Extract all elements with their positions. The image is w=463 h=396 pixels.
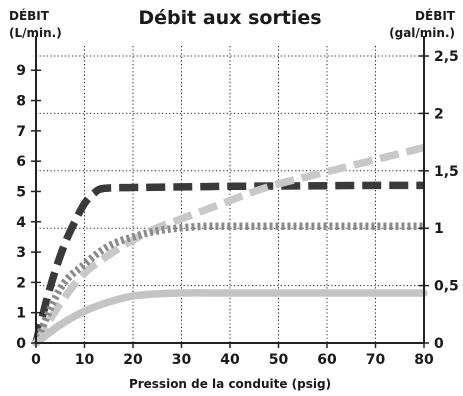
x-tick-label: 10 bbox=[75, 352, 95, 368]
y-right-tick-label: 0,5 bbox=[434, 279, 459, 295]
y-left-axis-unit: (L/min.) bbox=[9, 26, 62, 40]
x-tick-label: 70 bbox=[366, 352, 386, 368]
y-left-tick-label: 3 bbox=[16, 245, 26, 261]
y-right-tick-label: 1 bbox=[434, 221, 444, 237]
y-right-tick-label: 2,5 bbox=[434, 49, 459, 65]
y-left-tick-label: 8 bbox=[16, 94, 26, 110]
y-right-tick-label: 1,5 bbox=[434, 164, 459, 180]
x-tick-label: 30 bbox=[172, 352, 192, 368]
y-right-axis-label: DÉBIT bbox=[415, 8, 456, 23]
series-group bbox=[32, 143, 428, 347]
y-left-tick-label: 4 bbox=[16, 215, 26, 231]
y-left-tick-label: 5 bbox=[16, 184, 26, 200]
x-tick-label: 60 bbox=[317, 352, 337, 368]
y-right-tick-label: 2 bbox=[434, 106, 444, 122]
y-left-tick-label: 1 bbox=[16, 306, 26, 322]
x-tick-label: 40 bbox=[220, 352, 240, 368]
y-right-axis-unit: (gal/min.) bbox=[389, 26, 455, 40]
y-left-axis-label: DÉBIT bbox=[9, 8, 50, 23]
axes bbox=[31, 36, 429, 348]
x-tick-label: 20 bbox=[123, 352, 143, 368]
x-tick-label: 0 bbox=[31, 352, 41, 368]
series-line-4 bbox=[32, 289, 428, 347]
y-left-tick-label: 2 bbox=[16, 275, 26, 291]
y-left-tick-label: 6 bbox=[16, 154, 26, 170]
series-line-3 bbox=[32, 222, 424, 345]
x-axis-label: Pression de la conduite (psig) bbox=[129, 377, 331, 391]
series-line-1 bbox=[32, 181, 424, 344]
x-tick-label: 50 bbox=[269, 352, 289, 368]
series-line-2 bbox=[32, 143, 425, 345]
x-tick-label: 80 bbox=[414, 352, 434, 368]
y-left-tick-label: 7 bbox=[16, 124, 26, 140]
y-left-tick-label: 9 bbox=[16, 63, 26, 79]
y-left-tick-label: 0 bbox=[16, 336, 26, 352]
y-right-tick-label: 0 bbox=[434, 336, 444, 352]
chart-title: Débit aux sorties bbox=[138, 7, 321, 29]
grid bbox=[36, 46, 424, 343]
